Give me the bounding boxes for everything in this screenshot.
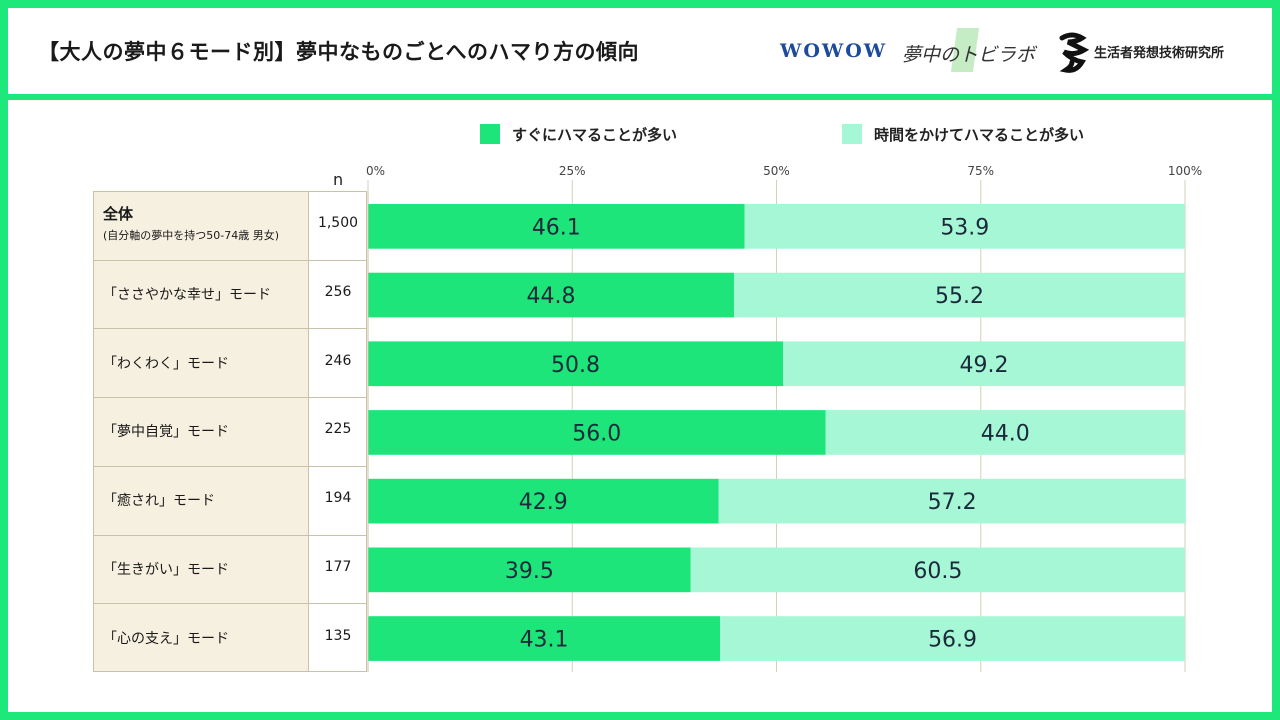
wowow-logo: WOWOW [780, 40, 888, 62]
row-separator [93, 534, 367, 536]
bar-value-label: 57.2 [928, 490, 977, 515]
category-label-column [93, 191, 309, 672]
lab-logo-text: 夢中のトビラボ [902, 44, 1036, 66]
bar-value-label: 49.2 [960, 353, 1009, 378]
hakuhodo-logo-text: 生活者発想技術研究所 [1094, 46, 1225, 61]
bar-segment-slow [720, 616, 1185, 661]
x-tick-label: 50% [763, 164, 790, 178]
n-column-header: n [333, 170, 344, 189]
x-tick-label: 100% [1167, 164, 1203, 178]
category-n-value: 194 [324, 490, 352, 507]
bar-value-label: 39.5 [505, 559, 554, 584]
bar-segment-quick [368, 547, 691, 593]
bar-value-label: 53.9 [940, 215, 989, 240]
bar-segment-quick [368, 478, 719, 524]
bar-value-label: 56.0 [572, 421, 621, 446]
legend-label-quick: すぐにハマることが多い [512, 126, 678, 144]
row-separator [93, 465, 367, 467]
row-separator [93, 328, 367, 330]
bar-value-label: 46.1 [532, 215, 581, 240]
bar-value-label: 44.8 [527, 284, 576, 309]
bar-value-label: 43.1 [520, 628, 569, 653]
x-tick-label: 75% [967, 164, 995, 178]
header-panel [8, 8, 1272, 94]
bar-segment-slow [690, 547, 1185, 593]
x-tick-label: 0% [366, 164, 386, 178]
bar-value-label: 50.8 [551, 353, 600, 378]
row-separator [93, 397, 367, 399]
category-label: 「癒され」モード [103, 493, 215, 510]
legend-swatch-slow [842, 124, 862, 144]
bar-segment-quick [368, 616, 721, 661]
bar-value-label: 56.9 [928, 628, 977, 653]
category-n-value: 177 [324, 558, 352, 575]
hakuhodo-mark-icon [1059, 32, 1090, 73]
bar-value-label: 42.9 [519, 490, 568, 515]
category-label: 「ささやかな幸せ」モード [103, 287, 271, 304]
category-label: 全体 [103, 205, 134, 224]
category-n-value: 246 [324, 352, 352, 369]
category-n-value: 135 [324, 627, 352, 644]
bar-segment-slow [825, 410, 1185, 455]
bar-segment-slow [744, 204, 1185, 249]
bar-segment-slow [734, 272, 1185, 318]
category-n-value: 225 [324, 421, 352, 438]
bar-segment-quick [368, 272, 735, 318]
n-column [309, 191, 367, 672]
category-label: 「わくわく」モード [103, 355, 229, 372]
bar-value-label: 55.2 [935, 284, 984, 309]
category-sublabel: (自分軸の夢中を持つ50-74歳 男女) [103, 229, 280, 243]
page-title: 【大人の夢中６モード別】夢中なものごとへのハマり方の傾向 [38, 40, 639, 64]
legend-label-slow: 時間をかけてハマることが多い [874, 126, 1085, 144]
category-n-value: 256 [324, 284, 352, 301]
category-label: 「生きがい」モード [103, 561, 229, 578]
category-n-value: 1,500 [317, 215, 359, 232]
x-tick-label: 25% [558, 164, 586, 178]
legend-swatch-quick [480, 124, 500, 144]
bar-segment-slow [783, 341, 1185, 387]
bar-value-label: 60.5 [913, 559, 962, 584]
bar-segment-slow [718, 478, 1186, 524]
bar-segment-quick [368, 341, 784, 387]
bar-value-label: 44.0 [981, 421, 1030, 446]
row-separator [93, 259, 367, 261]
row-separator [93, 603, 367, 605]
bar-segment-quick [368, 204, 745, 249]
category-label: 「夢中自覚」モード [103, 424, 229, 441]
category-label: 「心の支え」モード [103, 630, 229, 647]
lab-logo: 夢中のトビラボ [902, 28, 1042, 76]
bar-segment-quick [368, 410, 826, 455]
